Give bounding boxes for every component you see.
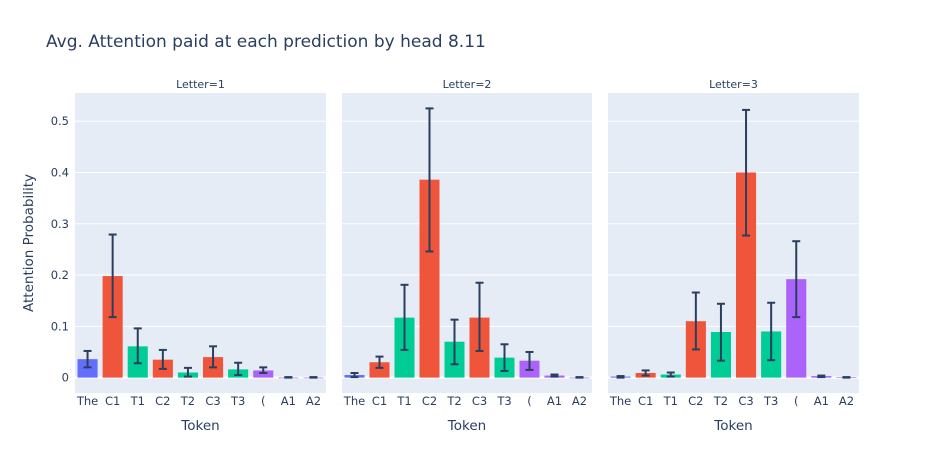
facet-label: Letter=3 xyxy=(709,78,758,91)
x-tick-label: C1 xyxy=(372,394,387,408)
x-tick-label: A1 xyxy=(547,394,562,408)
x-tick-label: C3 xyxy=(472,394,487,408)
x-tick-label: C2 xyxy=(422,394,437,408)
chart-title: Avg. Attention paid at each prediction b… xyxy=(46,32,486,52)
x-tick-label: ( xyxy=(261,394,266,408)
y-tick-label: 0.4 xyxy=(51,165,69,179)
x-tick-label: C3 xyxy=(205,394,220,408)
facet-panel-1: 0 0.1 0.2 0.3 0.4 0.5 Letter=1 The C1 T1 C2 T2 C3 T3 (… xyxy=(51,78,326,434)
x-tick-label: A1 xyxy=(281,394,296,408)
x-tick-label: T1 xyxy=(130,394,145,408)
bar-C3 xyxy=(736,172,757,378)
x-tick-label: ( xyxy=(527,394,532,408)
x-tick-label: T2 xyxy=(180,394,195,408)
x-tick-label: The xyxy=(343,394,365,408)
y-tick-label: 0 xyxy=(62,371,69,385)
facet-label: Letter=1 xyxy=(176,78,225,91)
y-tick-label: 0.1 xyxy=(51,319,69,333)
x-tick-label: T3 xyxy=(230,394,245,408)
y-axis-label: Attention Probability xyxy=(21,174,37,312)
y-tick-label: 0.5 xyxy=(51,114,69,128)
x-tick-label: T2 xyxy=(713,394,728,408)
x-axis-label: Token xyxy=(447,418,486,434)
x-tick-label: A1 xyxy=(814,394,829,408)
x-axis-label: Token xyxy=(713,418,752,434)
x-tick-label: T3 xyxy=(496,394,511,408)
bar-The xyxy=(77,359,98,378)
x-tick-label: C1 xyxy=(638,394,653,408)
y-tick-label: 0.2 xyxy=(51,268,69,282)
bar-( xyxy=(786,279,807,378)
x-tick-label: T1 xyxy=(663,394,678,408)
x-tick-label: C3 xyxy=(738,394,753,408)
x-tick-label: T3 xyxy=(763,394,778,408)
x-tick-label: C2 xyxy=(155,394,170,408)
x-tick-label: The xyxy=(609,394,631,408)
x-tick-label: T2 xyxy=(446,394,461,408)
x-tick-label: A2 xyxy=(839,394,854,408)
x-axis-label: Token xyxy=(180,418,219,434)
bar-( xyxy=(253,370,274,378)
bar-C2 xyxy=(419,179,440,378)
x-tick-label: The xyxy=(76,394,98,408)
x-tick-label: T1 xyxy=(396,394,411,408)
x-tick-label: A2 xyxy=(572,394,587,408)
x-tick-label: C2 xyxy=(688,394,703,408)
bar-C1 xyxy=(369,362,390,378)
plot-background xyxy=(342,93,592,393)
facet-panel-2: Letter=2 The C1 T1 C2 T2 C3 T3 ( A1 A2 Token xyxy=(342,78,592,434)
x-tick-label: C1 xyxy=(105,394,120,408)
x-tick-label: A2 xyxy=(306,394,321,408)
facet-panel-3: Letter=3 The C1 T1 C2 T2 C3 T3 ( A1 A2 Token xyxy=(608,78,859,434)
y-tick-label: 0.3 xyxy=(51,217,69,231)
plot-background xyxy=(608,93,859,393)
bar-C1 xyxy=(102,276,123,378)
x-tick-label: ( xyxy=(794,394,799,408)
facet-label: Letter=2 xyxy=(443,78,492,91)
